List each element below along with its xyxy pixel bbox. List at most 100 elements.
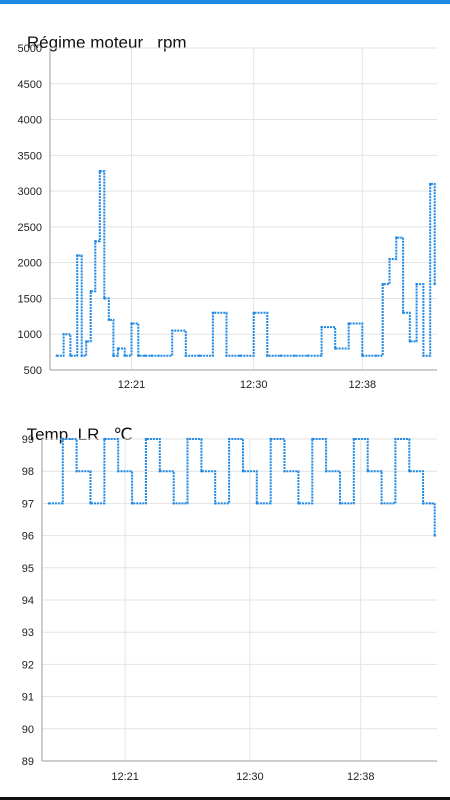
rpm-data-point xyxy=(225,354,228,357)
temp-y-tick-label: 96 xyxy=(22,531,34,543)
temp-data-point xyxy=(311,437,314,441)
rpm-data-point xyxy=(137,354,140,357)
rpm-data-point xyxy=(150,354,153,357)
temp-data-point xyxy=(338,502,342,505)
temp-y-tick-label: 95 xyxy=(22,563,34,575)
rpm-series-line xyxy=(56,170,436,357)
temp-data-point xyxy=(227,437,231,441)
rpm-data-point xyxy=(107,318,111,322)
temp-chart-panel: Temp. LR ℃ 99 98 97 96 95 94 93 92 91 90 89 12:21 12… xyxy=(0,400,450,797)
temp-data-point xyxy=(214,502,217,505)
rpm-data-point xyxy=(184,354,187,357)
rpm-data-point xyxy=(388,257,391,261)
rpm-data-point xyxy=(347,322,350,325)
rpm-data-point xyxy=(293,354,296,357)
rpm-data-point xyxy=(198,354,201,357)
rpm-data-point xyxy=(408,340,411,343)
temp-y-tick-label: 93 xyxy=(22,627,34,639)
rpm-data-point xyxy=(171,329,174,332)
rpm-data-point xyxy=(306,354,310,357)
rpm-data-point xyxy=(320,325,323,329)
rpm-data-point xyxy=(76,254,79,257)
rpm-y-tick-label: 1000 xyxy=(18,329,42,341)
temp-data-point xyxy=(297,502,300,505)
temp-data-point xyxy=(200,470,203,473)
rpm-y-tick-label: 2500 xyxy=(18,222,42,234)
temp-y-tick-label: 98 xyxy=(22,466,34,478)
rpm-data-point xyxy=(381,282,384,286)
rpm-data-point xyxy=(334,347,337,350)
rpm-data-point xyxy=(116,347,120,350)
rpm-data-point xyxy=(374,354,378,357)
rpm-data-point xyxy=(415,282,418,286)
temp-y-tick-label: 99 xyxy=(22,434,34,446)
rpm-data-point xyxy=(422,354,425,357)
temp-data-point xyxy=(117,470,120,473)
rpm-data-point xyxy=(89,290,92,293)
rpm-data-point xyxy=(266,354,269,357)
rpm-x-tick-label: 12:21 xyxy=(118,379,146,391)
rpm-data-point xyxy=(112,354,115,357)
temp-y-tick-label: 89 xyxy=(22,756,34,768)
temp-y-tick-label: 97 xyxy=(22,498,34,510)
rpm-data-point xyxy=(279,354,282,357)
temp-data-point xyxy=(47,502,51,505)
temp-y-tick-label: 90 xyxy=(22,724,34,736)
rpm-chart-panel: Régime moteur rpm 5000 4500 4000 3500 3000 25… xyxy=(0,0,450,400)
temp-data-point xyxy=(158,470,161,473)
rpm-data-point xyxy=(85,340,88,343)
rpm-data-point xyxy=(55,354,58,357)
temp-data-point xyxy=(186,437,189,441)
rpm-data-point xyxy=(94,240,97,243)
temp-data-point xyxy=(428,502,432,505)
rpm-chart-unit: rpm xyxy=(157,33,187,52)
rpm-data-point xyxy=(130,322,133,325)
rpm-y-tick-label: 3500 xyxy=(18,150,42,162)
rpm-y-tick-label: 4000 xyxy=(18,115,42,127)
temp-y-tick-label: 94 xyxy=(22,595,34,607)
temp-data-point xyxy=(283,470,286,473)
bottom-nav-bar xyxy=(0,797,450,800)
temp-data-point xyxy=(324,470,328,473)
rpm-chart-svg[interactable]: 5000 4500 4000 3500 3000 2500 2000 1500 1000 500 1… xyxy=(0,0,450,400)
rpm-chart-title: Régime moteur rpm xyxy=(8,13,187,73)
temp-data-point xyxy=(366,470,369,473)
rpm-data-point xyxy=(62,333,65,336)
rpm-data-point xyxy=(69,354,72,357)
rpm-data-point xyxy=(123,354,126,357)
temp-y-tick-label: 92 xyxy=(22,659,34,671)
rpm-data-point xyxy=(252,311,255,314)
temp-data-point xyxy=(394,437,397,441)
rpm-data-point xyxy=(361,354,364,357)
rpm-y-tick-label: 2000 xyxy=(18,258,42,270)
rpm-data-point xyxy=(157,354,160,357)
rpm-data-point xyxy=(395,236,398,239)
rpm-y-tick-label: 500 xyxy=(24,365,42,377)
temp-x-tick-label: 12:30 xyxy=(236,771,264,783)
rpm-x-tick-label: 12:30 xyxy=(240,379,268,391)
rpm-data-point xyxy=(103,297,106,300)
temp-data-point xyxy=(103,437,106,441)
temp-chart-svg[interactable]: 99 98 97 96 95 94 93 92 91 90 89 12:21 12:30 12:38 xyxy=(0,400,450,797)
temp-data-point xyxy=(241,470,245,473)
rpm-y-tick-label: 5000 xyxy=(18,43,42,55)
rpm-data-point xyxy=(238,354,242,357)
rpm-y-tick-label: 4500 xyxy=(18,79,42,91)
rpm-data-point xyxy=(429,182,432,186)
temp-data-point xyxy=(75,470,78,473)
temp-series-line xyxy=(48,438,436,536)
rpm-data-point xyxy=(98,169,102,173)
rpm-x-tick-label: 12:38 xyxy=(349,379,377,391)
temp-x-tick-label: 12:21 xyxy=(111,771,139,783)
temp-y-tick-label: 91 xyxy=(22,692,34,704)
rpm-data-point xyxy=(433,282,436,286)
temp-x-tick-label: 12:38 xyxy=(347,771,375,783)
temp-data-point xyxy=(144,437,148,441)
temp-data-point xyxy=(255,502,258,505)
temp-data-point xyxy=(172,502,175,505)
rpm-data-point xyxy=(401,311,405,314)
rpm-y-tick-label: 1500 xyxy=(18,293,42,305)
temp-data-point xyxy=(269,437,272,441)
temp-data-point xyxy=(380,502,383,505)
temp-data-point xyxy=(130,502,134,505)
